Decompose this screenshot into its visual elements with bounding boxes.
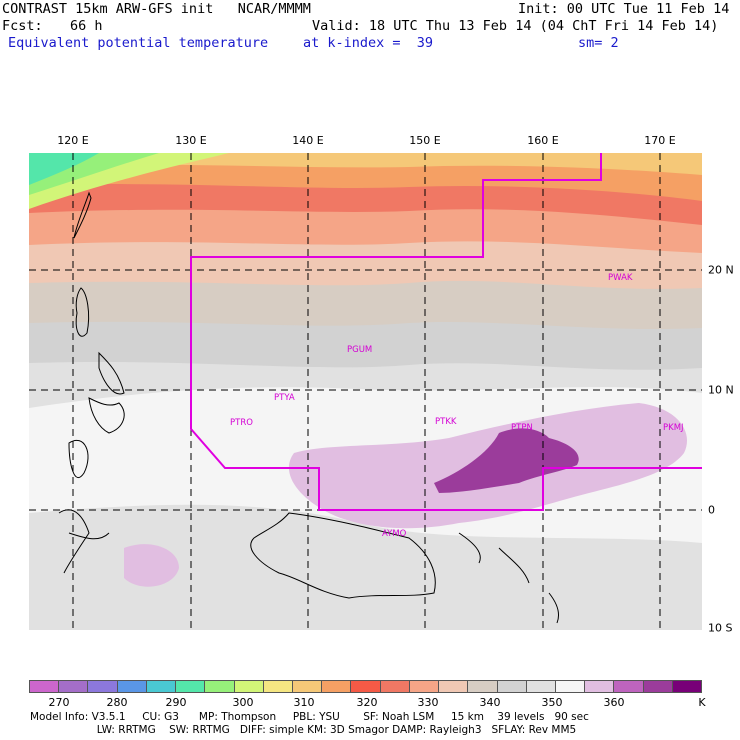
- colorbar-tick-350: 350: [541, 696, 563, 709]
- lat-label-10n: 10 N: [708, 383, 734, 397]
- colorbar-swatch-6: [205, 681, 235, 692]
- colorbar-swatch-4: [146, 681, 177, 692]
- lat-label-0: 0: [708, 503, 715, 517]
- colorbar-unit: K: [698, 696, 706, 709]
- colorbar-swatch-7: [234, 681, 264, 692]
- colorbar-tick-320: 320: [356, 696, 378, 709]
- colorbar-swatch-14: [439, 681, 469, 692]
- colorbar-swatch-19: [585, 681, 615, 692]
- lat-label-10s: 10 S: [708, 621, 733, 635]
- colorbar-swatch-20: [614, 681, 644, 692]
- colorbar-swatch-8: [263, 681, 293, 692]
- plot-title: CONTRAST 15km ARW-GFS init NCAR/MMMM: [2, 1, 311, 17]
- station-pkmj: PKMJ: [663, 423, 684, 433]
- lon-label-120e: 120 E: [57, 134, 89, 147]
- colorbar-tick-290: 290: [165, 696, 187, 709]
- smoothing-info: sm= 2: [578, 35, 619, 51]
- init-time: Init: 00 UTC Tue 11 Feb 14: [518, 1, 730, 17]
- colorbar-swatch-3: [117, 681, 147, 692]
- band-290-nw: [29, 153, 99, 185]
- colorbar-swatch-1: [59, 681, 89, 692]
- colorbar-swatch-16: [497, 681, 527, 692]
- station-ptro: PTRO: [230, 418, 253, 428]
- colorbar-swatch-5: [176, 681, 206, 692]
- colorbar-tick-310: 310: [293, 696, 315, 709]
- colorbar-tick-360: 360: [603, 696, 625, 709]
- colorbar-swatch-18: [555, 681, 586, 692]
- model-info-line2: LW: RRTMG SW: RRTMG DIFF: simple KM: 3D …: [30, 724, 577, 736]
- colorbar: [29, 680, 702, 693]
- coastlines: [58, 191, 560, 624]
- forecast-label: Fcst:: [2, 18, 43, 34]
- colorbar-swatch-0: [30, 681, 60, 692]
- lon-label-140e: 140 E: [292, 134, 324, 147]
- colorbar-tick-300: 300: [232, 696, 254, 709]
- station-ptya: PTYA: [274, 393, 295, 403]
- station-pwak: PWAK: [608, 273, 633, 283]
- colorbar-swatch-15: [468, 681, 498, 692]
- lon-label-150e: 150 E: [409, 134, 441, 147]
- model-info-line1: Model Info: V3.5.1 CU: G3 MP: Thompson P…: [30, 711, 589, 723]
- colorbar-tick-280: 280: [106, 696, 128, 709]
- colorbar-swatch-13: [409, 681, 440, 692]
- moist-365-sw: [124, 544, 179, 587]
- colorbar-swatch-17: [526, 681, 556, 692]
- colorbar-tick-340: 340: [479, 696, 501, 709]
- colorbar-swatch-2: [88, 681, 118, 692]
- lon-label-130e: 130 E: [175, 134, 207, 147]
- colorbar-swatch-10: [322, 681, 352, 692]
- colorbar-swatch-9: [292, 681, 323, 692]
- colorbar-swatch-21: [643, 681, 673, 692]
- field-name: Equivalent potential temperature: [8, 35, 269, 51]
- level-info: at k-index = 39: [303, 35, 434, 51]
- station-aymo: AYMO: [382, 529, 407, 539]
- lon-label-170e: 170 E: [644, 134, 676, 147]
- lon-label-160e: 160 E: [527, 134, 559, 147]
- station-ptpn: PTPN: [511, 423, 533, 433]
- colorbar-swatch-11: [351, 681, 381, 692]
- analysis-domain-boundary: [190, 153, 702, 511]
- theta-e-map: [29, 153, 702, 630]
- graticule: [29, 153, 702, 630]
- station-ptkk: PTKK: [435, 417, 457, 427]
- tropics-355: [29, 504, 702, 630]
- colorbar-tick-330: 330: [417, 696, 439, 709]
- valid-time: Valid: 18 UTC Thu 13 Feb 14 (04 ChT Fri …: [312, 18, 719, 34]
- colorbar-swatch-22: [672, 681, 702, 692]
- colorbar-swatch-12: [380, 681, 410, 692]
- colorbar-tick-270: 270: [48, 696, 70, 709]
- lat-label-20n: 20 N: [708, 263, 734, 277]
- station-pgum: PGUM: [347, 345, 373, 355]
- forecast-hour: 66 h: [70, 18, 103, 34]
